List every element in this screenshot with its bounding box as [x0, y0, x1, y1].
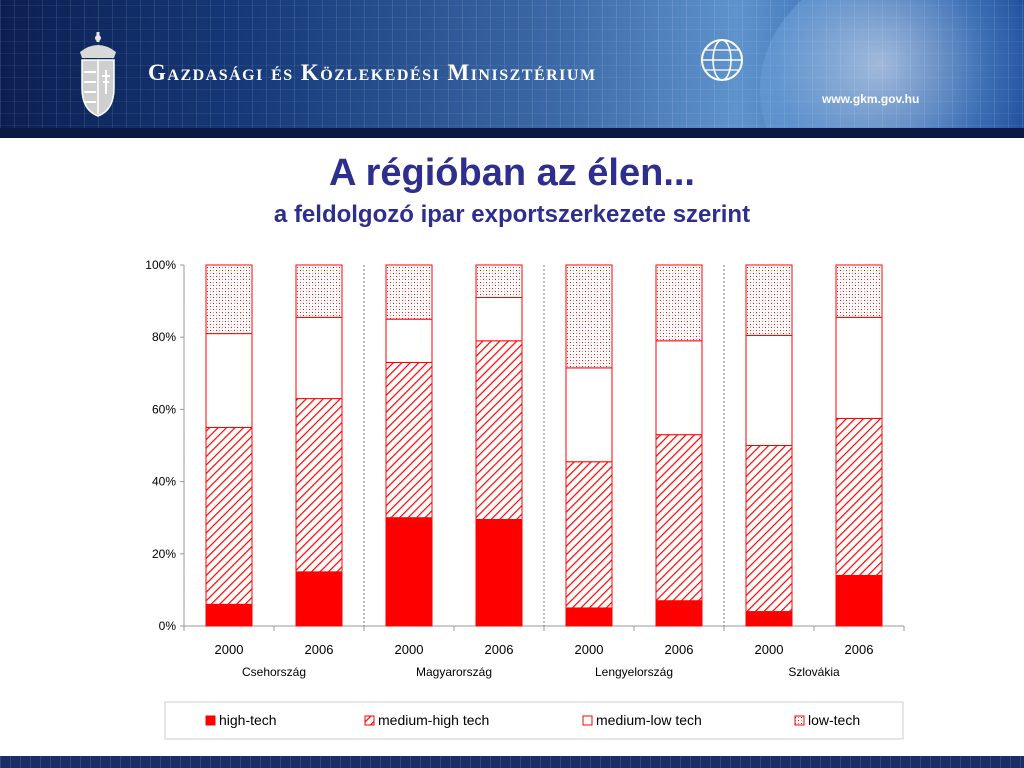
bar-segment-low-tech: [205, 264, 253, 335]
banner-globe-glow: [760, 0, 1024, 138]
ministry-name: Gazdasági és Közlekedési Minisztérium: [148, 60, 597, 85]
y-tick-label: 60%: [152, 402, 176, 416]
legend-label: medium-high tech: [378, 712, 489, 728]
bar-segment-medium-high-tech: [835, 417, 883, 576]
y-tick-label: 100%: [145, 258, 176, 272]
x-tick-label: 2006: [485, 642, 514, 657]
x-tick-label: 2000: [755, 642, 784, 657]
legend-swatch: [205, 715, 216, 726]
slide-subtitle: a feldolgozó ipar exportszerkezete szeri…: [273, 201, 751, 228]
bar-segment-medium-high-tech: [475, 340, 523, 521]
bar-segment-medium-low-tech: [655, 340, 703, 436]
bar-segment-high-tech: [205, 603, 253, 627]
x-tick-label: 2006: [305, 642, 334, 657]
bar-segment-medium-high-tech: [385, 361, 433, 519]
y-tick-label: 40%: [152, 475, 176, 489]
x-tick-label: 2006: [665, 642, 694, 657]
bar-segment-medium-high-tech: [655, 434, 703, 602]
y-tick-label: 0%: [159, 619, 177, 633]
bar-segment-medium-low-tech: [745, 334, 793, 446]
bar-segment-low-tech: [835, 264, 883, 318]
legend-label: medium-low tech: [596, 712, 702, 728]
bar-segment-medium-high-tech: [745, 445, 793, 613]
bar-segment-medium-low-tech: [565, 367, 613, 463]
bar-segment-low-tech: [295, 264, 343, 318]
bar-segment-high-tech: [835, 574, 883, 627]
group-label: Magyarország: [416, 665, 492, 679]
bar-segment-high-tech: [745, 611, 793, 627]
legend-swatch: [794, 715, 805, 726]
bar-segment-high-tech: [295, 571, 343, 627]
bar-segment-medium-low-tech: [295, 316, 343, 400]
bar-segment-low-tech: [745, 264, 793, 336]
banner-bottom-stripe: [0, 128, 1024, 138]
globe-icon: [701, 39, 743, 81]
footer-bar: [0, 756, 1024, 768]
group-label: Csehország: [242, 665, 306, 679]
x-tick-label: 2006: [845, 642, 874, 657]
bar-segment-high-tech: [655, 600, 703, 627]
bar-segment-medium-low-tech: [835, 316, 883, 419]
header-banner: Gazdasági és Közlekedési Minisztérium ww…: [0, 0, 1024, 138]
coat-of-arms-icon: [80, 32, 116, 117]
bar-segment-high-tech: [565, 607, 613, 627]
stacked-bar-chart: 0% 20% 40% 60% 80% 100% Csehország Magyarország…: [145, 258, 905, 740]
y-tick-label: 80%: [152, 330, 176, 344]
x-tick-label: 2000: [215, 642, 244, 657]
bar-segment-medium-high-tech: [205, 426, 253, 605]
bar-segment-low-tech: [385, 264, 433, 320]
group-label: Szlovákia: [788, 665, 840, 679]
bar-segment-high-tech: [475, 519, 523, 627]
bar-segment-low-tech: [565, 264, 613, 369]
bar-segment-low-tech: [475, 264, 523, 298]
x-tick-label: 2000: [395, 642, 424, 657]
legend-label: low-tech: [808, 712, 860, 728]
y-tick-label: 20%: [152, 547, 176, 561]
x-tick-label: 2000: [575, 642, 604, 657]
bar-segment-medium-low-tech: [205, 333, 253, 428]
group-label: Lengyelország: [595, 665, 673, 679]
bar-segment-high-tech: [385, 517, 433, 627]
bar-segment-medium-high-tech: [295, 398, 343, 573]
bar-segment-medium-high-tech: [565, 461, 613, 609]
legend-swatch: [364, 715, 375, 726]
bar-segment-low-tech: [655, 264, 703, 342]
bar-segment-medium-low-tech: [385, 318, 433, 363]
legend-label: high-tech: [219, 712, 277, 728]
legend-swatch: [582, 715, 593, 726]
legend-box: [164, 701, 904, 740]
slide-title: A régióban az élen...: [328, 152, 695, 194]
website-url: www.gkm.gov.hu: [822, 92, 920, 106]
bar-segment-medium-low-tech: [475, 296, 523, 342]
